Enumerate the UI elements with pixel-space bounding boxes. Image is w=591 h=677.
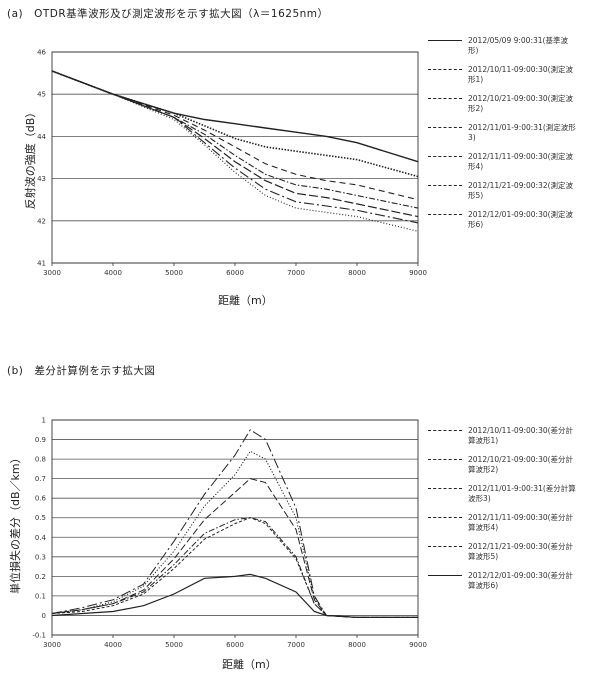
chart-b-x-tick-label: 7000 (287, 641, 305, 649)
chart-b-y-tick-label: 0.5 (35, 514, 46, 522)
chart-b-series-5-line (52, 518, 418, 618)
chart-b-y-tick-label: 0.4 (35, 534, 47, 542)
chart-b-x-tick-label: 5000 (165, 641, 183, 649)
chart-b-x-tick-label: 9000 (409, 641, 427, 649)
chart-b-x-tick-label: 4000 (104, 641, 122, 649)
chart-a-series-1-line (52, 71, 418, 162)
chart-b-plot-area (52, 420, 418, 635)
chart-b-y-tick-label: 0.7 (35, 475, 46, 483)
chart-a-x-tick-label: 8000 (348, 269, 366, 277)
chart-b-x-tick-label: 3000 (43, 641, 61, 649)
chart-a-y-tick-label: 41 (37, 260, 46, 268)
chart-b-y-tick-label: 0.9 (35, 436, 46, 444)
chart-b-y-tick-label: 0.6 (35, 495, 47, 503)
chart-b-y-tick-label: 0 (42, 612, 46, 620)
chart-a-x-tick-label: 6000 (226, 269, 244, 277)
chart-a-x-tick-label: 4000 (104, 269, 122, 277)
chart-b-series-1-line (52, 518, 418, 618)
chart-b-y-tick-label: 0.8 (35, 456, 46, 464)
chart-a-x-tick-label: 5000 (165, 269, 183, 277)
chart-a-plot-area (52, 52, 418, 263)
chart-a-y-tick-label: 45 (37, 91, 46, 99)
chart-a-series-6-line (52, 71, 418, 223)
chart-a-y-tick-label: 43 (37, 175, 46, 183)
chart-a-x-tick-label: 3000 (43, 269, 61, 277)
chart-a-y-tick-label: 46 (37, 49, 46, 57)
chart-b-y-tick-label: 0.3 (35, 553, 46, 561)
chart-b-y-tick-label: 0.2 (35, 573, 46, 581)
chart-a-y-tick-label: 44 (37, 133, 46, 141)
chart-b-y-tick-label: -0.1 (32, 632, 46, 640)
chart-a-x-tick-label: 7000 (287, 269, 305, 277)
chart-a-series-3-line (52, 71, 418, 200)
chart-b-series-4-line (52, 479, 418, 618)
chart-b-y-tick-label: 1 (42, 417, 46, 425)
chart-b-x-tick-label: 8000 (348, 641, 366, 649)
chart-a-x-tick-label: 9000 (409, 269, 427, 277)
chart-a-series-5-line (52, 71, 418, 217)
chart-b-y-tick-label: 0.1 (35, 592, 46, 600)
chart-b-x-tick-label: 6000 (226, 641, 244, 649)
chart-a-series-7-line (52, 71, 418, 231)
chart-b-series-3-line (52, 451, 418, 617)
chart-a-y-tick-label: 42 (37, 217, 46, 225)
